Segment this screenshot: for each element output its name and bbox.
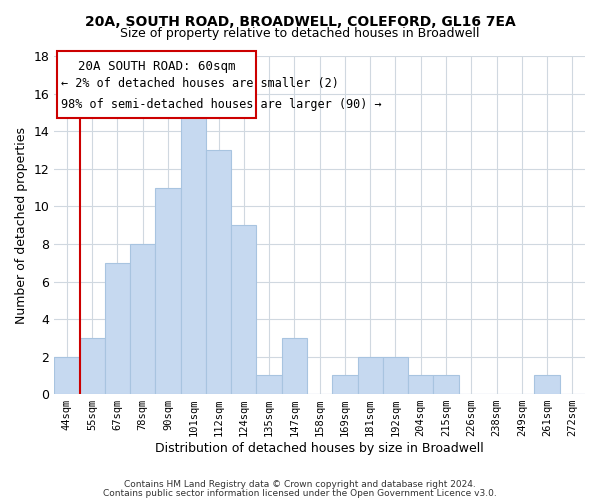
Text: Size of property relative to detached houses in Broadwell: Size of property relative to detached ho…: [120, 28, 480, 40]
Bar: [535, 376, 560, 394]
X-axis label: Distribution of detached houses by size in Broadwell: Distribution of detached houses by size …: [155, 442, 484, 455]
Y-axis label: Number of detached properties: Number of detached properties: [15, 126, 28, 324]
Bar: [383, 356, 408, 394]
Text: 98% of semi-detached houses are larger (90) →: 98% of semi-detached houses are larger (…: [61, 98, 381, 110]
Bar: [206, 150, 231, 394]
Bar: [105, 263, 130, 394]
Text: ← 2% of detached houses are smaller (2): ← 2% of detached houses are smaller (2): [61, 77, 338, 90]
Text: Contains HM Land Registry data © Crown copyright and database right 2024.: Contains HM Land Registry data © Crown c…: [124, 480, 476, 489]
Text: 20A SOUTH ROAD: 60sqm: 20A SOUTH ROAD: 60sqm: [78, 60, 235, 73]
FancyBboxPatch shape: [57, 51, 256, 118]
Text: 20A, SOUTH ROAD, BROADWELL, COLEFORD, GL16 7EA: 20A, SOUTH ROAD, BROADWELL, COLEFORD, GL…: [85, 15, 515, 29]
Bar: [408, 376, 433, 394]
Bar: [54, 356, 80, 394]
Bar: [332, 376, 358, 394]
Bar: [231, 225, 256, 394]
Bar: [181, 112, 206, 394]
Bar: [358, 356, 383, 394]
Bar: [433, 376, 458, 394]
Bar: [282, 338, 307, 394]
Bar: [130, 244, 155, 394]
Bar: [256, 376, 282, 394]
Bar: [155, 188, 181, 394]
Bar: [80, 338, 105, 394]
Text: Contains public sector information licensed under the Open Government Licence v3: Contains public sector information licen…: [103, 489, 497, 498]
